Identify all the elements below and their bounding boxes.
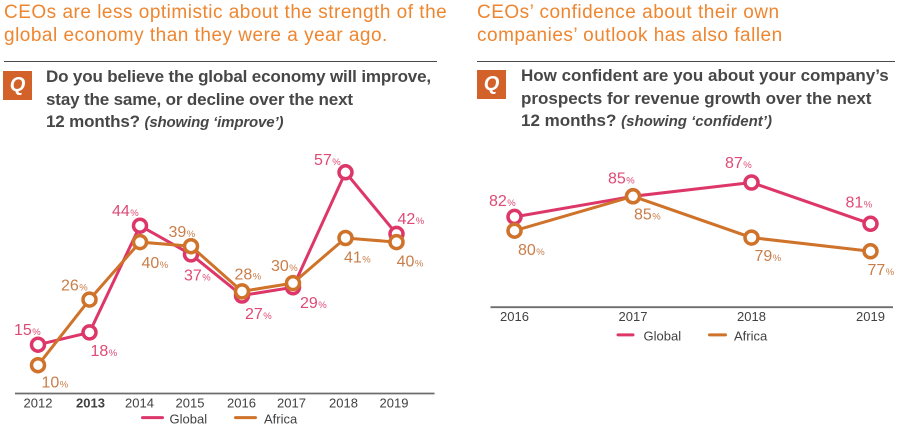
svg-text:2015: 2015 xyxy=(176,396,205,411)
svg-text:Africa: Africa xyxy=(264,411,298,426)
svg-text:39%: 39% xyxy=(169,224,196,241)
svg-text:37%: 37% xyxy=(184,268,211,285)
svg-text:2014: 2014 xyxy=(125,396,154,411)
svg-text:77%: 77% xyxy=(868,262,895,279)
svg-text:Africa: Africa xyxy=(734,328,768,343)
svg-text:82%: 82% xyxy=(489,193,516,210)
svg-text:2018: 2018 xyxy=(737,309,766,324)
svg-text:80%: 80% xyxy=(518,242,545,259)
svg-text:15%: 15% xyxy=(14,322,41,339)
svg-text:85%: 85% xyxy=(608,170,635,187)
svg-text:2016: 2016 xyxy=(227,396,256,411)
svg-text:Global: Global xyxy=(644,328,682,343)
svg-text:18%: 18% xyxy=(91,343,118,360)
svg-text:79%: 79% xyxy=(755,248,782,265)
svg-text:2019: 2019 xyxy=(856,309,885,324)
svg-text:2018: 2018 xyxy=(329,396,358,411)
svg-text:87%: 87% xyxy=(725,155,752,172)
svg-text:2013: 2013 xyxy=(76,396,105,411)
svg-text:28%: 28% xyxy=(235,266,262,283)
svg-text:81%: 81% xyxy=(846,195,873,212)
svg-text:27%: 27% xyxy=(245,306,272,323)
svg-text:Global: Global xyxy=(170,411,208,426)
svg-text:2012: 2012 xyxy=(24,396,53,411)
svg-text:29%: 29% xyxy=(300,295,327,312)
svg-text:57%: 57% xyxy=(314,152,341,169)
svg-text:2017: 2017 xyxy=(619,309,648,324)
svg-text:26%: 26% xyxy=(61,277,88,294)
svg-text:44%: 44% xyxy=(112,203,139,220)
svg-text:2016: 2016 xyxy=(500,309,529,324)
svg-text:40%: 40% xyxy=(142,255,169,272)
svg-text:2017: 2017 xyxy=(277,396,306,411)
svg-text:30%: 30% xyxy=(271,258,298,275)
svg-text:42%: 42% xyxy=(398,211,425,228)
svg-text:40%: 40% xyxy=(397,253,424,270)
svg-text:41%: 41% xyxy=(344,249,371,266)
svg-text:10%: 10% xyxy=(42,374,69,391)
svg-text:2019: 2019 xyxy=(380,396,409,411)
svg-text:85%: 85% xyxy=(634,207,661,224)
